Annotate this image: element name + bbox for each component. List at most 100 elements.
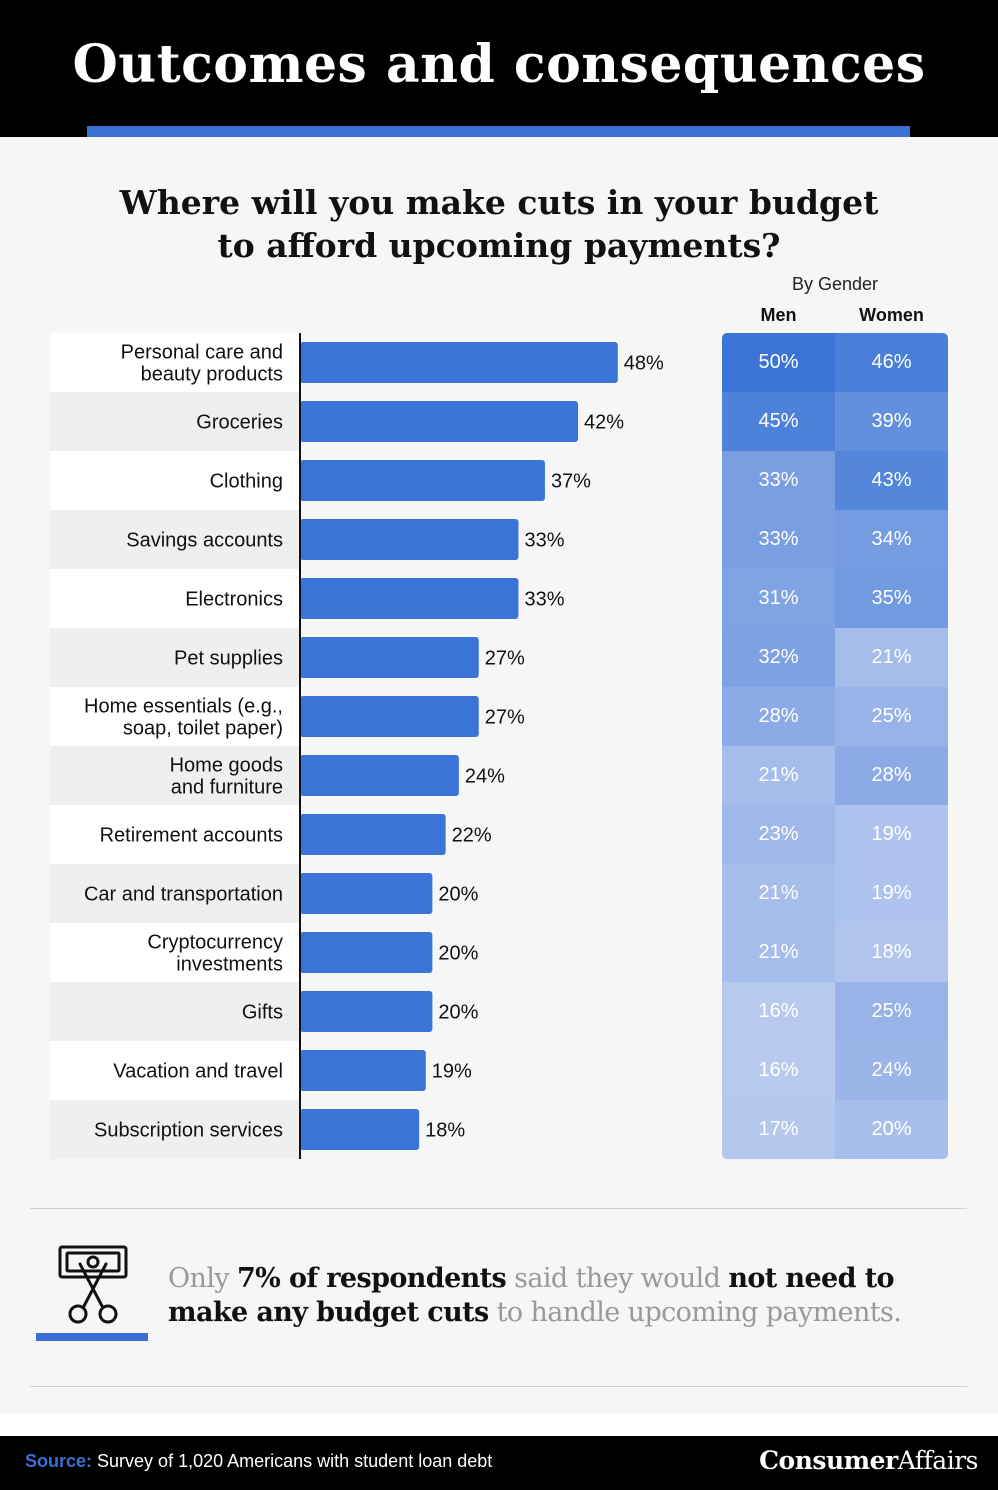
row-label-background: [50, 1100, 300, 1159]
source-text: Survey of 1,020 Americans with student l…: [92, 1451, 493, 1471]
category-label: Home goods: [170, 755, 283, 777]
bar-value-label: 20%: [438, 943, 478, 965]
source-label: Source:: [25, 1451, 93, 1471]
category-label: beauty products: [141, 364, 283, 386]
footer: Source: Survey of 1,020 Americans with s…: [0, 1436, 998, 1490]
category-label: Groceries: [196, 412, 283, 434]
scissors-cutting-money-icon: [58, 1245, 128, 1324]
chart-question-line-1: Where will you make cuts in your budget: [119, 183, 879, 222]
bar: [300, 814, 446, 855]
women-value-cell: 21%: [835, 628, 948, 687]
category-label: Subscription services: [94, 1120, 283, 1142]
category-label: and furniture: [171, 777, 283, 799]
bar: [300, 460, 545, 501]
women-value-cell: 20%: [835, 1100, 948, 1159]
note-bold-2: not need to make any budget cuts: [168, 1263, 895, 1328]
men-value-cell: 23%: [722, 805, 835, 864]
row-label-background: [50, 628, 300, 687]
women-value-cell: 25%: [835, 982, 948, 1041]
bar-value-label: 20%: [438, 1002, 478, 1024]
bar-value-label: 20%: [438, 884, 478, 906]
category-label: Cryptocurrency: [147, 932, 283, 954]
men-value-cell: 16%: [722, 982, 835, 1041]
men-value-cell: 16%: [722, 1041, 835, 1100]
category-label: Vacation and travel: [113, 1061, 283, 1083]
category-label: Clothing: [210, 471, 283, 493]
women-value-cell: 43%: [835, 451, 948, 510]
women-value-cell: 18%: [835, 923, 948, 982]
women-value-cell: 28%: [835, 746, 948, 805]
divider: [30, 1386, 967, 1387]
men-value-cell: 17%: [722, 1100, 835, 1159]
category-label: Home essentials (e.g.,: [84, 696, 283, 718]
women-value-cell: 19%: [835, 805, 948, 864]
bar-value-label: 19%: [432, 1061, 472, 1083]
note-text-1: Only: [168, 1263, 237, 1294]
row-label-background: [50, 451, 300, 510]
women-value-cell: 34%: [835, 510, 948, 569]
category-label: soap, toilet paper): [123, 718, 283, 740]
note-bold-1: 7% of respondents: [237, 1263, 507, 1294]
category-label: Car and transportation: [84, 884, 283, 906]
row-label-background: [50, 569, 300, 628]
category-label: Retirement accounts: [100, 825, 283, 847]
footer-spacer: [0, 1414, 998, 1436]
row-label-background: [50, 1041, 300, 1100]
by-gender-label: By Gender: [791, 274, 879, 294]
row-label-background: [50, 982, 300, 1041]
bar: [300, 401, 579, 442]
bar: [300, 755, 459, 796]
row-label-background: [50, 805, 300, 864]
bar: [300, 637, 479, 678]
bar: [300, 991, 433, 1032]
men-value-cell: 33%: [722, 510, 835, 569]
chart-question: Where will you make cuts in your budget …: [0, 181, 998, 267]
men-value-cell: 33%: [722, 451, 835, 510]
category-label: investments: [176, 954, 283, 976]
men-value-cell: 50%: [722, 333, 835, 392]
category-label: Savings accounts: [126, 530, 283, 552]
men-value-cell: 21%: [722, 746, 835, 805]
bar-value-label: 42%: [584, 412, 624, 434]
women-value-cell: 46%: [835, 333, 948, 392]
row-label-background: [50, 687, 300, 746]
bar-value-label: 33%: [524, 530, 564, 552]
header-banner: Outcomes and consequences: [0, 0, 998, 137]
men-value-cell: 31%: [722, 569, 835, 628]
bar-value-label: 48%: [624, 353, 664, 375]
row-label-background: [50, 864, 300, 923]
bar: [300, 932, 433, 973]
row-label-background: [50, 333, 300, 392]
men-value-cell: 21%: [722, 864, 835, 923]
bar: [300, 342, 618, 383]
row-label-background: [50, 923, 300, 982]
men-value-cell: 28%: [722, 687, 835, 746]
women-value-cell: 19%: [835, 864, 948, 923]
bar-value-label: 27%: [485, 707, 525, 729]
bar: [300, 1109, 420, 1150]
brand-logo-strong: Consumer: [759, 1446, 898, 1475]
men-value-cell: 21%: [722, 923, 835, 982]
divider: [30, 1208, 967, 1209]
callout-note: Only 7% of respondents said they would n…: [168, 1262, 958, 1330]
brand-logo: ConsumerAffairs: [759, 1446, 978, 1475]
men-value-cell: 45%: [722, 392, 835, 451]
bar-value-label: 27%: [485, 648, 525, 670]
category-label: Personal care and: [121, 342, 283, 364]
women-value-cell: 39%: [835, 392, 948, 451]
women-value-cell: 25%: [835, 687, 948, 746]
bar-value-label: 24%: [465, 766, 505, 788]
row-label-background: [50, 510, 300, 569]
bar: [300, 873, 433, 914]
source-line: Source: Survey of 1,020 Americans with s…: [25, 1451, 492, 1472]
bar-value-label: 33%: [524, 589, 564, 611]
women-value-cell: 35%: [835, 569, 948, 628]
bar-value-label: 22%: [452, 825, 492, 847]
category-label: Electronics: [185, 589, 283, 611]
row-label-background: [50, 392, 300, 451]
men-column-header: Men: [760, 305, 797, 325]
bar: [300, 519, 519, 560]
note-accent-bar: [36, 1333, 148, 1341]
note-text-2: said they would: [506, 1263, 729, 1294]
